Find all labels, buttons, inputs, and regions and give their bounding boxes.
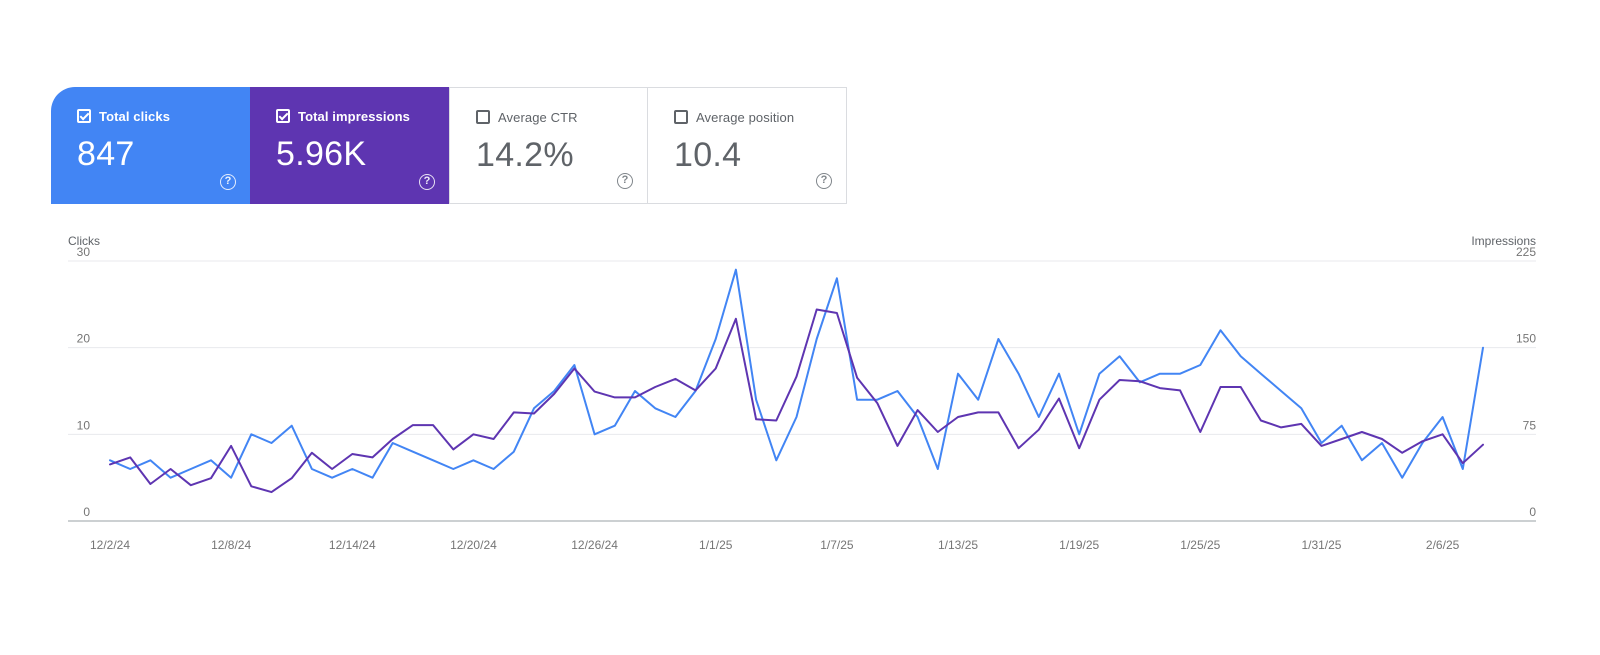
- metric-cards: Total clicks 847 ? Total impressions 5.9…: [51, 87, 847, 204]
- axis-ticks: 0 0 10 75 20 150 30 225 12/2/24 12/8/24 12/14/24 12…: [77, 245, 1537, 552]
- series-lines: [109, 268, 1484, 494]
- help-icon[interactable]: ?: [816, 173, 832, 189]
- help-icon[interactable]: ?: [220, 174, 236, 190]
- card-value: 10.4: [674, 136, 742, 174]
- checkbox-unchecked-icon[interactable]: [476, 110, 490, 124]
- card-header: Average CTR: [476, 108, 647, 126]
- grid-lines: [68, 260, 1536, 522]
- x-tick-label: 12/8/24: [211, 538, 251, 552]
- x-tick-label: 1/13/25: [938, 538, 978, 552]
- total-impressions-card[interactable]: Total impressions 5.96K ?: [250, 87, 449, 204]
- card-label: Average position: [696, 109, 795, 125]
- card-value: 14.2%: [476, 136, 574, 174]
- x-tick-label: 12/20/24: [450, 538, 497, 552]
- card-header: Total clicks: [77, 107, 250, 125]
- checkbox-checked-icon[interactable]: [276, 109, 290, 123]
- y-axis-left-title: Clicks: [68, 234, 100, 248]
- x-tick-label: 1/19/25: [1059, 538, 1099, 552]
- y-tick-label-right: 150: [1516, 332, 1536, 346]
- x-tick-label: 12/14/24: [329, 538, 376, 552]
- y-axis-right-title: Impressions: [1471, 234, 1536, 248]
- x-tick-label: 1/31/25: [1301, 538, 1341, 552]
- y-tick-label-left: 10: [77, 418, 91, 432]
- x-tick-label: 1/25/25: [1180, 538, 1220, 552]
- y-tick-label-left: 30: [77, 245, 91, 259]
- card-value: 5.96K: [276, 135, 367, 173]
- help-icon[interactable]: ?: [617, 173, 633, 189]
- checkbox-checked-icon[interactable]: [77, 109, 91, 123]
- x-tick-label: 12/2/24: [90, 538, 130, 552]
- series-line-total-impressions[interactable]: [109, 308, 1484, 494]
- y-tick-label-right: 0: [1529, 505, 1536, 519]
- card-header: Total impressions: [276, 107, 449, 125]
- x-tick-label: 1/7/25: [820, 538, 854, 552]
- card-value: 847: [77, 135, 135, 173]
- average-ctr-card[interactable]: Average CTR 14.2% ?: [449, 87, 648, 204]
- card-header: Average position: [674, 108, 846, 126]
- card-label: Average CTR: [498, 109, 578, 125]
- help-icon[interactable]: ?: [419, 174, 435, 190]
- card-label: Total impressions: [298, 108, 410, 124]
- checkbox-unchecked-icon[interactable]: [674, 110, 688, 124]
- y-tick-label-left: 20: [77, 332, 91, 346]
- total-clicks-card[interactable]: Total clicks 847 ?: [51, 87, 250, 204]
- x-tick-label: 12/26/24: [571, 538, 618, 552]
- y-tick-label-right: 75: [1523, 418, 1537, 432]
- card-label: Total clicks: [99, 108, 171, 124]
- series-line-total-clicks[interactable]: [109, 268, 1484, 479]
- y-tick-label-right: 225: [1516, 245, 1536, 259]
- y-tick-label-left: 0: [83, 505, 90, 519]
- average-position-card[interactable]: Average position 10.4 ?: [648, 87, 847, 204]
- x-tick-label: 2/6/25: [1426, 538, 1460, 552]
- x-tick-label: 1/1/25: [699, 538, 733, 552]
